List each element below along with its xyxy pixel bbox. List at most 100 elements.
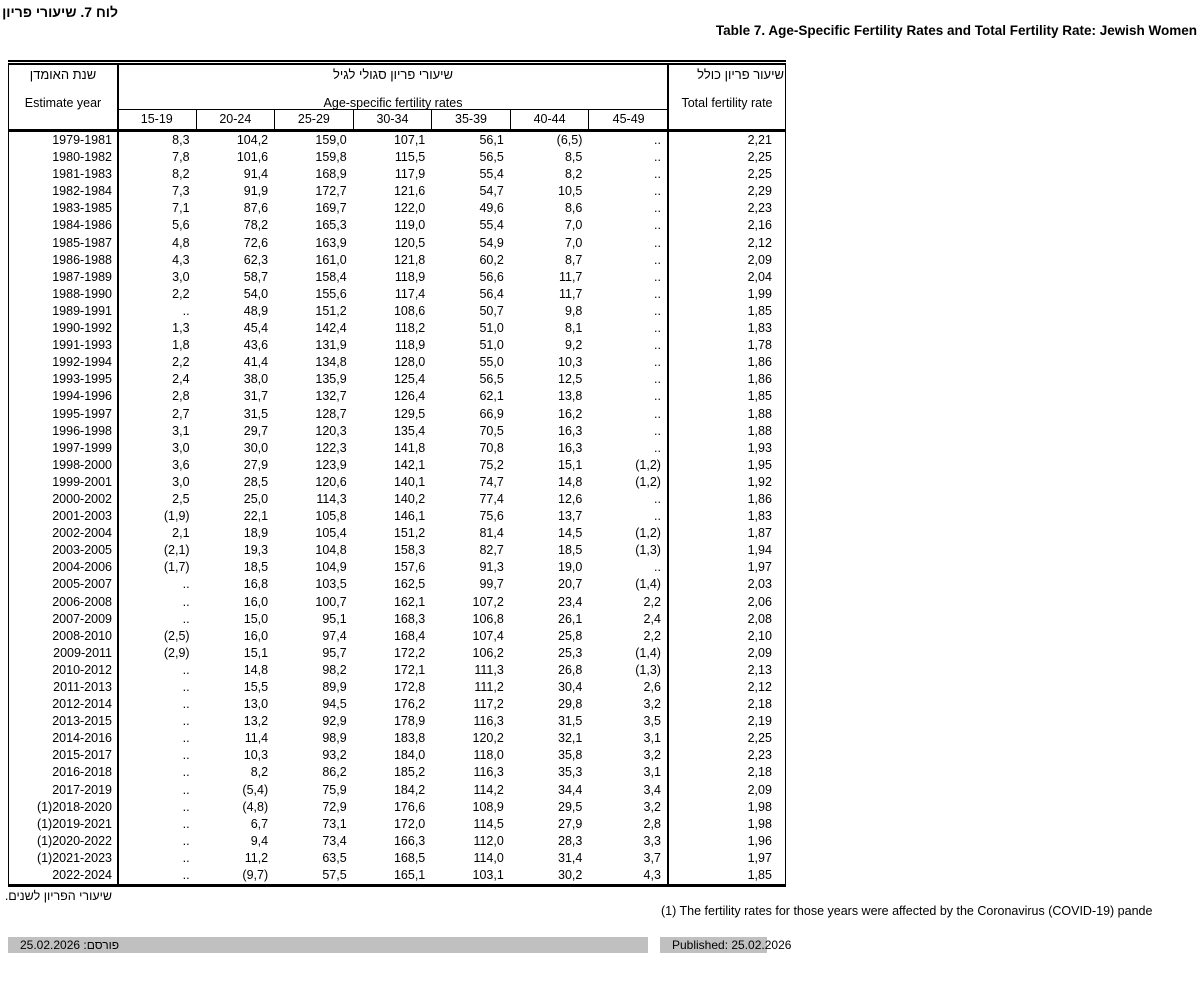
- rate-30-34-cell: 126,4: [393, 389, 426, 404]
- rate-45-49-cell: (1,2): [635, 526, 661, 541]
- rate-30-34-cell: 115,5: [394, 150, 426, 165]
- rate-25-29-cell: 86,2: [322, 765, 347, 780]
- table-row: 2009-2011 (2,9) 15,1 95,7 172,2 106,2 25…: [8, 645, 786, 662]
- table-row: 2004-2006 (1,7) 18,5 104,9 157,6 91,3 19…: [8, 559, 786, 576]
- rate-15-19-cell: 4,3: [172, 252, 190, 267]
- estimate-year-cell: 1979-1981: [52, 133, 112, 147]
- rate-45-49-cell: ..: [653, 150, 661, 165]
- total-fertility-rate-cell: 2,23: [747, 748, 772, 763]
- table-row: 1993-1995 2,4 38,0 135,9 125,4 56,5 12,5…: [8, 371, 786, 388]
- rate-30-34-cell: 172,1: [393, 662, 426, 677]
- published-bar-hebrew: פורסם: 25.02.2026: [8, 937, 648, 953]
- table-row: 1996-1998 3,1 29,7 120,3 135,4 70,5 16,3…: [8, 423, 786, 440]
- rate-15-19-cell: 2,2: [172, 355, 190, 370]
- rate-40-44-cell: 29,8: [558, 697, 583, 712]
- rate-30-34-cell: 128,0: [393, 355, 426, 370]
- total-fertility-rate-cell: 1,96: [747, 833, 772, 848]
- rate-30-34-cell: 121,8: [393, 252, 426, 267]
- rate-45-49-cell: (1,3): [635, 662, 661, 677]
- rate-35-39-cell: 106,2: [472, 645, 504, 660]
- rate-30-34-cell: 140,2: [393, 491, 426, 506]
- total-fertility-rate-cell: 2,18: [747, 765, 772, 780]
- table-row: 2022-2024 .. (9,7) 57,5 165,1 103,1 30,2…: [8, 867, 786, 884]
- table-row: 1982-1984 7,3 91,9 172,7 121,6 54,7 10,5…: [8, 183, 786, 200]
- rate-25-29-cell: 120,6: [315, 474, 347, 489]
- rate-45-49-cell: ..: [653, 218, 661, 233]
- total-fertility-rate-cell: 2,03: [747, 577, 772, 592]
- estimate-year-cell: 1986-1988: [52, 252, 112, 267]
- table-row: 1995-1997 2,7 31,5 128,7 129,5 66,9 16,2…: [8, 406, 786, 423]
- table-row: 2010-2012 .. 14,8 98,2 172,1 111,3 26,8 …: [8, 662, 786, 679]
- total-fertility-rate-cell: 1,97: [747, 560, 772, 575]
- rate-35-39-cell: 114,5: [473, 816, 504, 831]
- rate-20-24-cell: 43,6: [243, 338, 269, 353]
- rate-45-49-cell: 3,3: [643, 833, 661, 848]
- rate-30-34-cell: 168,3: [393, 611, 426, 626]
- rate-20-24-cell: 104,2: [236, 133, 269, 147]
- total-fertility-rate-cell: 2,25: [747, 731, 772, 746]
- rate-40-44-cell: 25,3: [558, 645, 583, 660]
- rate-45-49-cell: 3,2: [643, 748, 661, 763]
- rate-15-19-cell: ..: [182, 303, 190, 318]
- rate-35-39-cell: 55,0: [479, 355, 504, 370]
- rate-25-29-cell: 131,9: [315, 338, 347, 353]
- total-fertility-rate-cell: 1,88: [747, 423, 772, 438]
- rate-35-39-cell: 49,6: [479, 201, 504, 216]
- table-top-double-rule: [8, 60, 786, 65]
- total-fertility-rate-cell: 2,12: [747, 680, 772, 694]
- rate-30-34-cell: 184,0: [393, 748, 426, 763]
- header-age-specific-hebrew: שיעורי פריון סגולי לגיל: [332, 67, 454, 82]
- rate-45-49-cell: 2,2: [643, 594, 661, 609]
- rate-45-49-cell: (1,4): [635, 645, 661, 660]
- rate-45-49-cell: ..: [653, 303, 661, 318]
- rate-45-49-cell: 2,4: [643, 611, 661, 626]
- table-right-border: [785, 65, 786, 887]
- rate-15-19-cell: (2,1): [163, 543, 190, 558]
- age-group-header: 25-29: [275, 110, 354, 130]
- rate-35-39-cell: 55,4: [479, 167, 504, 182]
- total-fertility-rate-cell: 2,08: [747, 611, 772, 626]
- estimate-year-cell: 2005-2007: [52, 577, 112, 592]
- rate-40-44-cell: 35,8: [558, 748, 583, 763]
- rate-40-44-cell: 19,0: [558, 560, 583, 575]
- rate-45-49-cell: ..: [653, 133, 661, 147]
- rate-15-19-cell: (2,5): [163, 628, 190, 643]
- header-estimate-year-hebrew: שנת האומדן: [29, 67, 97, 82]
- published-bar-english: Published: 25.02.2026: [660, 937, 791, 953]
- rate-35-39-cell: 55,4: [479, 218, 504, 233]
- estimate-year-cell: 1993-1995: [52, 372, 112, 387]
- table-title-hebrew: לוח 7. שיעורי פריון: [2, 4, 118, 20]
- estimate-year-cell: 2002-2004: [52, 526, 112, 541]
- rate-35-39-cell: 75,6: [479, 509, 504, 524]
- rate-15-19-cell: 3,0: [172, 440, 190, 455]
- rate-25-29-cell: 135,9: [315, 372, 347, 387]
- estimate-year-cell: (1)2019-2021: [36, 816, 112, 831]
- age-group-header: 40-44: [511, 110, 590, 130]
- rate-25-29-cell: 94,5: [322, 697, 347, 712]
- rate-45-49-cell: ..: [653, 167, 661, 182]
- rate-30-34-cell: 108,6: [393, 303, 426, 318]
- rate-20-24-cell: 25,0: [243, 491, 269, 506]
- age-group-header-row: 15-19 20-24 25-29 30-34 35-39 40-44 45-4…: [118, 109, 668, 130]
- table-row: 1994-1996 2,8 31,7 132,7 126,4 62,1 13,8…: [8, 388, 786, 405]
- rate-40-44-cell: 29,5: [558, 799, 583, 814]
- rate-35-39-cell: 70,8: [479, 440, 504, 455]
- rate-40-44-cell: 34,4: [558, 782, 583, 797]
- rate-20-24-cell: 16,8: [243, 577, 269, 592]
- table-row: (1)2018-2020 .. (4,8) 72,9 176,6 108,9 2…: [8, 799, 786, 816]
- rate-15-19-cell: 3,1: [172, 423, 190, 438]
- table-row: 1981-1983 8,2 91,4 168,9 117,9 55,4 8,2 …: [8, 166, 786, 183]
- estimate-year-cell: (1)2020-2022: [36, 833, 112, 848]
- rate-15-19-cell: ..: [182, 799, 190, 814]
- rate-40-44-cell: 25,8: [558, 628, 583, 643]
- rate-15-19-cell: ..: [182, 868, 190, 883]
- table-row: 2015-2017 .. 10,3 93,2 184,0 118,0 35,8 …: [8, 747, 786, 764]
- total-fertility-rate-cell: 2,12: [747, 235, 772, 250]
- estimate-year-cell: 2022-2024: [52, 868, 112, 883]
- estimate-year-cell: 1998-2000: [52, 457, 112, 472]
- total-fertility-rate-cell: 1,95: [747, 457, 772, 472]
- rate-20-24-cell: 15,5: [243, 680, 269, 694]
- table-row: 2005-2007 .. 16,8 103,5 162,5 99,7 20,7 …: [8, 576, 786, 593]
- rate-30-34-cell: 125,4: [393, 372, 426, 387]
- rate-40-44-cell: 26,1: [558, 611, 583, 626]
